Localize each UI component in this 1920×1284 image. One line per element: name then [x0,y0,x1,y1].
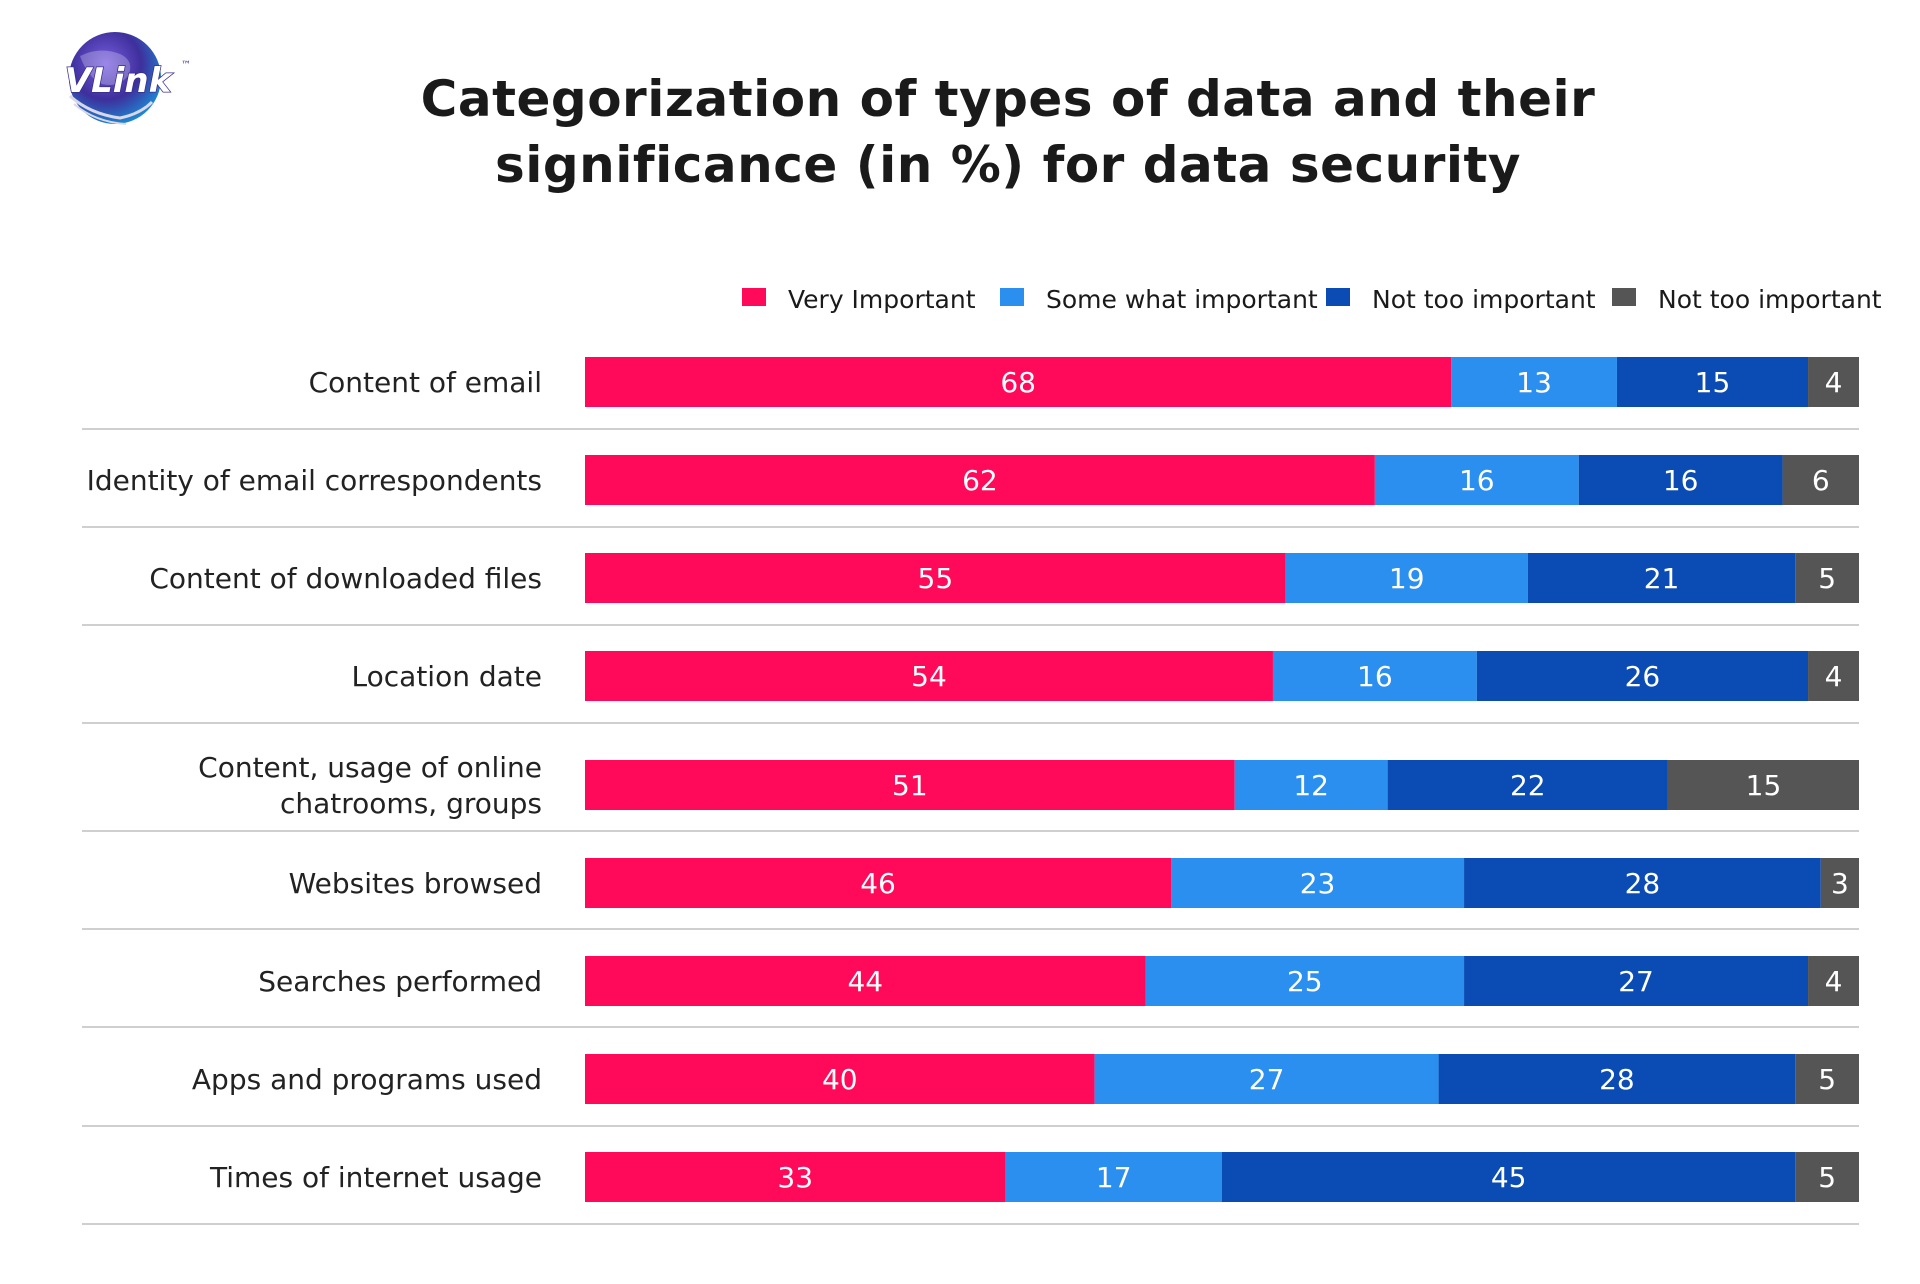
category-label: Searches performed [258,965,542,998]
bar-segment [1616,357,1809,407]
bar-segment [1451,357,1617,407]
data-label: 51 [892,769,928,802]
legend-swatch [1000,288,1024,306]
data-label: 17 [1096,1161,1132,1194]
bar-segment [585,858,1172,908]
bar-segment [1808,651,1859,701]
bar-segment [1374,455,1579,505]
category-label: Times of internet usage [209,1161,542,1194]
logo-text: VLink [65,61,174,101]
bar-segment [1667,760,1859,810]
bar-segment [1795,1152,1859,1202]
bar-segment [1272,651,1477,701]
data-label: 4 [1825,965,1843,998]
legend-label: Some what important [1046,285,1318,314]
category-label: Websites browsed [289,867,542,900]
chart-title-line: significance (in %) for data security [495,136,1521,194]
bar-segment [585,760,1235,810]
data-label: 12 [1293,769,1329,802]
bar-segment [1808,956,1859,1006]
bar-segment [1795,553,1859,603]
data-label: 33 [777,1161,813,1194]
bar-segment [1578,455,1783,505]
data-label: 16 [1459,464,1495,497]
legend-swatch [1612,288,1636,306]
bar-segment [1234,760,1388,810]
data-label: 26 [1625,660,1661,693]
bar-segment [1782,455,1859,505]
data-label: 68 [1000,366,1036,399]
bar-segment [585,1152,1006,1202]
bar-segment [1820,858,1859,908]
data-label: 55 [918,562,954,595]
data-label: 54 [911,660,947,693]
data-label: 46 [860,867,896,900]
category-label: chatrooms, groups [280,787,542,820]
bar-segment [1795,1054,1859,1104]
bar-segment [1094,1054,1439,1104]
data-label: 25 [1287,965,1323,998]
globe-icon [69,32,161,124]
data-label: 5 [1818,562,1836,595]
data-label: 4 [1825,366,1843,399]
data-label: 15 [1695,366,1731,399]
bar-segment [585,455,1375,505]
vlink-logo: VLink ™ [64,32,190,125]
bar-segment [585,357,1452,407]
bar-segment [1005,1152,1222,1202]
data-label: 27 [1618,965,1654,998]
category-label: Content of downloaded files [149,562,542,595]
bar-segment [1808,357,1859,407]
bar-segment [1387,760,1668,810]
legend-label: Not too important [1372,285,1596,314]
category-label: Identity of email correspondents [87,464,542,497]
bar-segment [585,651,1273,701]
legend-label: Not too important [1658,285,1882,314]
bar-segment [585,1054,1095,1104]
data-label: 45 [1491,1161,1527,1194]
data-label: 27 [1249,1063,1285,1096]
category-label: Content, usage of online [198,751,542,784]
data-label: 5 [1818,1161,1836,1194]
data-label: 16 [1357,660,1393,693]
chart-title-line: Categorization of types of data and thei… [421,70,1596,128]
legend-swatch [742,288,766,306]
data-label: 19 [1389,562,1425,595]
data-label: 6 [1812,464,1830,497]
bar-segment [1222,1152,1796,1202]
category-label: Apps and programs used [192,1063,542,1096]
bar-segment [1171,858,1465,908]
data-label: 62 [962,464,998,497]
bar-segment [1438,1054,1796,1104]
data-label: 5 [1818,1063,1836,1096]
data-label: 22 [1510,769,1546,802]
data-label: 3 [1831,867,1849,900]
bar-segment [585,553,1286,603]
data-label: 21 [1644,562,1680,595]
data-label: 23 [1300,867,1336,900]
legend-swatch [1326,288,1350,306]
bar-segment [1527,553,1796,603]
category-label: Content of email [309,366,542,399]
bar-segment [1464,858,1821,908]
bar-segment [1145,956,1465,1006]
logo-tm: ™ [181,60,190,71]
data-label: 28 [1599,1063,1635,1096]
bar-segment [1476,651,1809,701]
data-label: 15 [1746,769,1782,802]
data-label: 28 [1625,867,1661,900]
data-label: 13 [1516,366,1552,399]
data-label: 40 [822,1063,858,1096]
legend-label: Very Important [788,285,976,314]
data-label: 16 [1663,464,1699,497]
category-label: Location date [352,660,542,693]
bar-segment [1285,553,1528,603]
bar-segment [585,956,1146,1006]
bar-segment [1464,956,1809,1006]
data-label: 4 [1825,660,1843,693]
data-label: 44 [847,965,883,998]
